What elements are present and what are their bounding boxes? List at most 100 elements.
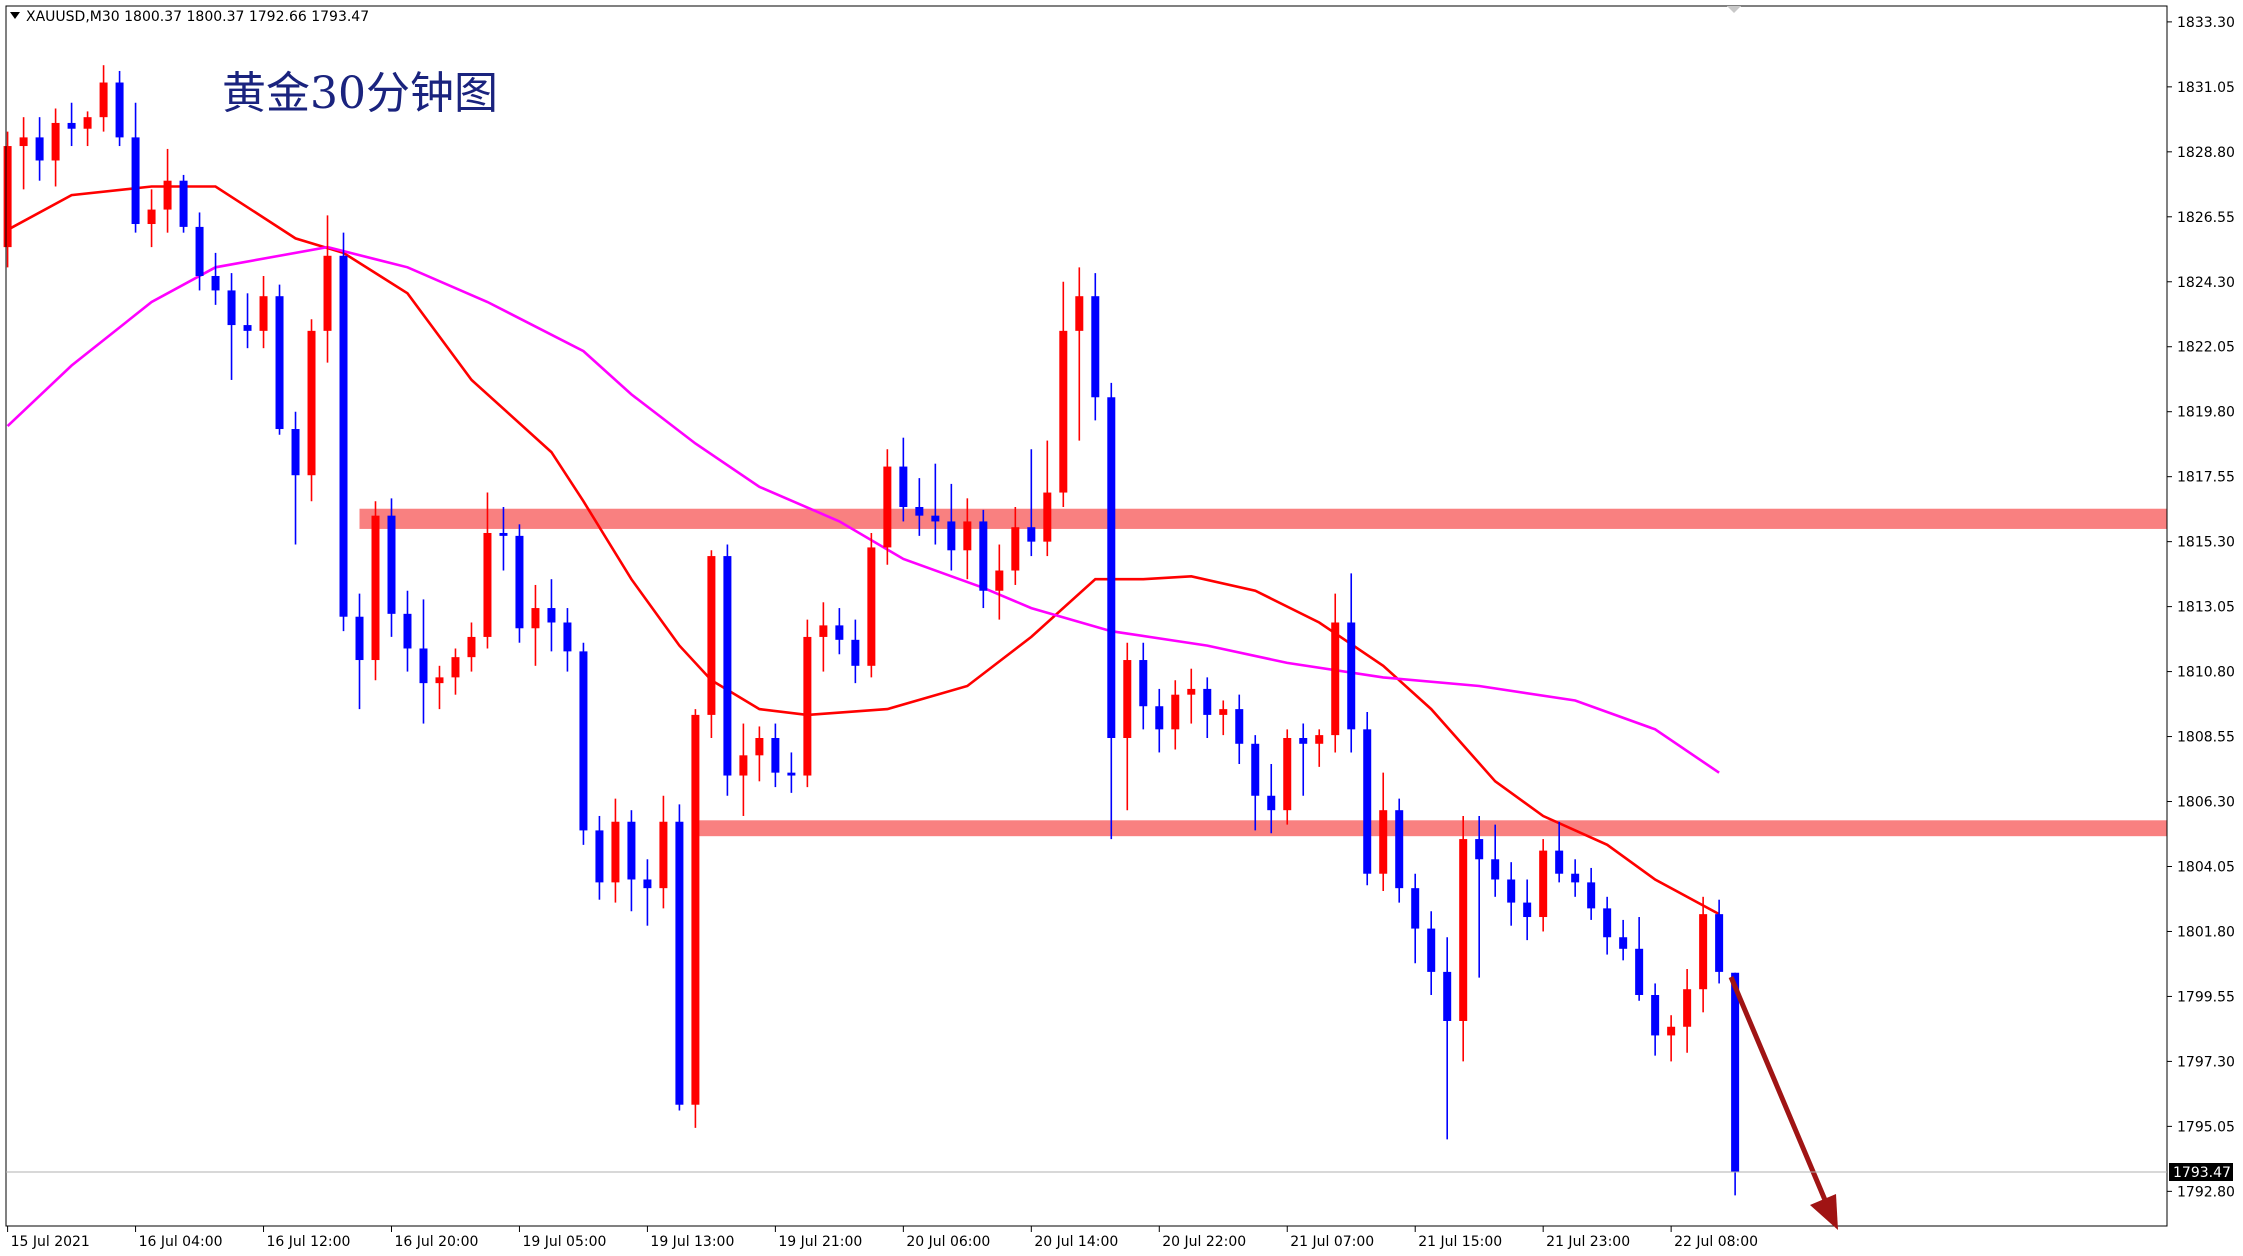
candle-body bbox=[1651, 994, 1660, 1036]
symbol: XAUUSD,M30 bbox=[26, 9, 120, 25]
x-tick-label: 21 Jul 23:00 bbox=[1546, 1234, 1630, 1250]
candle-body bbox=[227, 290, 236, 326]
y-tick-label: 1831.05 bbox=[2177, 80, 2235, 96]
candle-body bbox=[1107, 397, 1116, 738]
candle-body bbox=[35, 137, 44, 161]
candle-body bbox=[643, 879, 652, 889]
candle-body bbox=[547, 608, 556, 623]
candle-body bbox=[19, 137, 28, 147]
candle-body bbox=[1411, 888, 1420, 929]
candle-body bbox=[963, 521, 972, 551]
candle-body bbox=[947, 521, 956, 551]
candle-body bbox=[1059, 330, 1068, 493]
y-tick-label: 1795.05 bbox=[2177, 1119, 2235, 1135]
candle-body bbox=[179, 180, 188, 227]
candle-body bbox=[467, 636, 476, 658]
price-label: 1793.47 bbox=[2173, 1165, 2231, 1181]
x-tick-label: 16 Jul 12:00 bbox=[267, 1234, 351, 1250]
y-tick-label: 1822.05 bbox=[2177, 340, 2235, 356]
candle-body bbox=[1123, 660, 1132, 738]
scroll-marker bbox=[1727, 6, 1741, 13]
candle-body bbox=[739, 755, 748, 776]
candle-body bbox=[115, 82, 124, 138]
candle-body bbox=[1171, 694, 1180, 730]
candle-body bbox=[1027, 527, 1036, 542]
candle-body bbox=[1011, 527, 1020, 571]
candle-body bbox=[755, 738, 764, 756]
x-tick-label: 15 Jul 2021 bbox=[11, 1234, 90, 1250]
trend-arrow-head bbox=[1810, 1194, 1838, 1230]
last-low: 1792.66 bbox=[249, 9, 307, 25]
candle-body bbox=[259, 296, 268, 331]
candle-body bbox=[579, 651, 588, 831]
y-tick-label: 1819.80 bbox=[2177, 405, 2235, 421]
header: XAUUSD,M30 1800.37 1800.37 1792.66 1793.… bbox=[26, 9, 369, 25]
x-tick-label: 21 Jul 07:00 bbox=[1290, 1234, 1374, 1250]
zone bbox=[695, 820, 2167, 837]
candle-body bbox=[1603, 908, 1612, 938]
trend-arrow bbox=[1728, 976, 1828, 1201]
candle-body bbox=[163, 180, 172, 210]
candle-body bbox=[819, 625, 828, 637]
x-tick-label: 19 Jul 13:00 bbox=[650, 1234, 734, 1250]
candle-body bbox=[355, 616, 364, 661]
candle-body bbox=[1683, 989, 1692, 1027]
y-tick-label: 1801.80 bbox=[2177, 924, 2235, 940]
x-tick-label: 21 Jul 15:00 bbox=[1418, 1234, 1502, 1250]
y-tick-label: 1828.80 bbox=[2177, 145, 2235, 161]
header-icon bbox=[10, 12, 20, 19]
plot-frame bbox=[5, 5, 2168, 1227]
candle-body bbox=[995, 570, 1004, 591]
candle-body bbox=[195, 226, 204, 276]
candle-body bbox=[1555, 850, 1564, 874]
candle-body bbox=[803, 636, 812, 776]
candle-body bbox=[1091, 296, 1100, 398]
candle-body bbox=[1251, 743, 1260, 796]
candle-body bbox=[1731, 972, 1740, 1173]
candle-body bbox=[1299, 738, 1308, 744]
candle-body bbox=[1523, 902, 1532, 918]
y-tick-label: 1813.05 bbox=[2177, 600, 2235, 616]
candle-body bbox=[403, 613, 412, 649]
candle-body bbox=[1155, 706, 1164, 730]
candle-body bbox=[1619, 937, 1628, 949]
candle-body bbox=[211, 275, 220, 291]
candle-body bbox=[1363, 729, 1372, 874]
candle-body bbox=[435, 677, 444, 684]
candle-body bbox=[1139, 660, 1148, 707]
x-tick-label: 19 Jul 21:00 bbox=[778, 1234, 862, 1250]
candle-body bbox=[1667, 1026, 1676, 1036]
candle-body bbox=[1187, 688, 1196, 695]
candle-body bbox=[1203, 688, 1212, 715]
candle-body bbox=[1315, 735, 1324, 744]
y-tick-label: 1810.80 bbox=[2177, 665, 2235, 681]
candle-body bbox=[1443, 971, 1452, 1021]
candle-body bbox=[531, 608, 540, 629]
zone bbox=[359, 508, 2168, 529]
y-tick-label: 1806.30 bbox=[2177, 795, 2235, 811]
candle-body bbox=[899, 466, 908, 507]
x-tick-label: 20 Jul 06:00 bbox=[906, 1234, 990, 1250]
candle-body bbox=[83, 117, 92, 129]
candle-body bbox=[851, 639, 860, 666]
candle-body bbox=[1635, 948, 1644, 995]
x-tick-label: 22 Jul 08:00 bbox=[1674, 1234, 1758, 1250]
candle-body bbox=[387, 515, 396, 614]
candle-body bbox=[291, 429, 300, 476]
candle-body bbox=[3, 146, 12, 248]
y-tick-label: 1804.05 bbox=[2177, 859, 2235, 875]
x-tick-label: 16 Jul 04:00 bbox=[139, 1234, 223, 1250]
candle-body bbox=[1715, 914, 1724, 972]
candle-body bbox=[243, 325, 252, 331]
candle-body bbox=[595, 830, 604, 883]
x-tick-label: 20 Jul 14:00 bbox=[1034, 1234, 1118, 1250]
candle-body bbox=[611, 821, 620, 883]
candle-body bbox=[1331, 622, 1340, 736]
last-high: 1800.37 bbox=[187, 9, 245, 25]
candle-body bbox=[1347, 622, 1356, 730]
y-tick-label: 1792.80 bbox=[2177, 1184, 2235, 1200]
candle-body bbox=[915, 506, 924, 516]
x-tick-label: 20 Jul 22:00 bbox=[1162, 1234, 1246, 1250]
